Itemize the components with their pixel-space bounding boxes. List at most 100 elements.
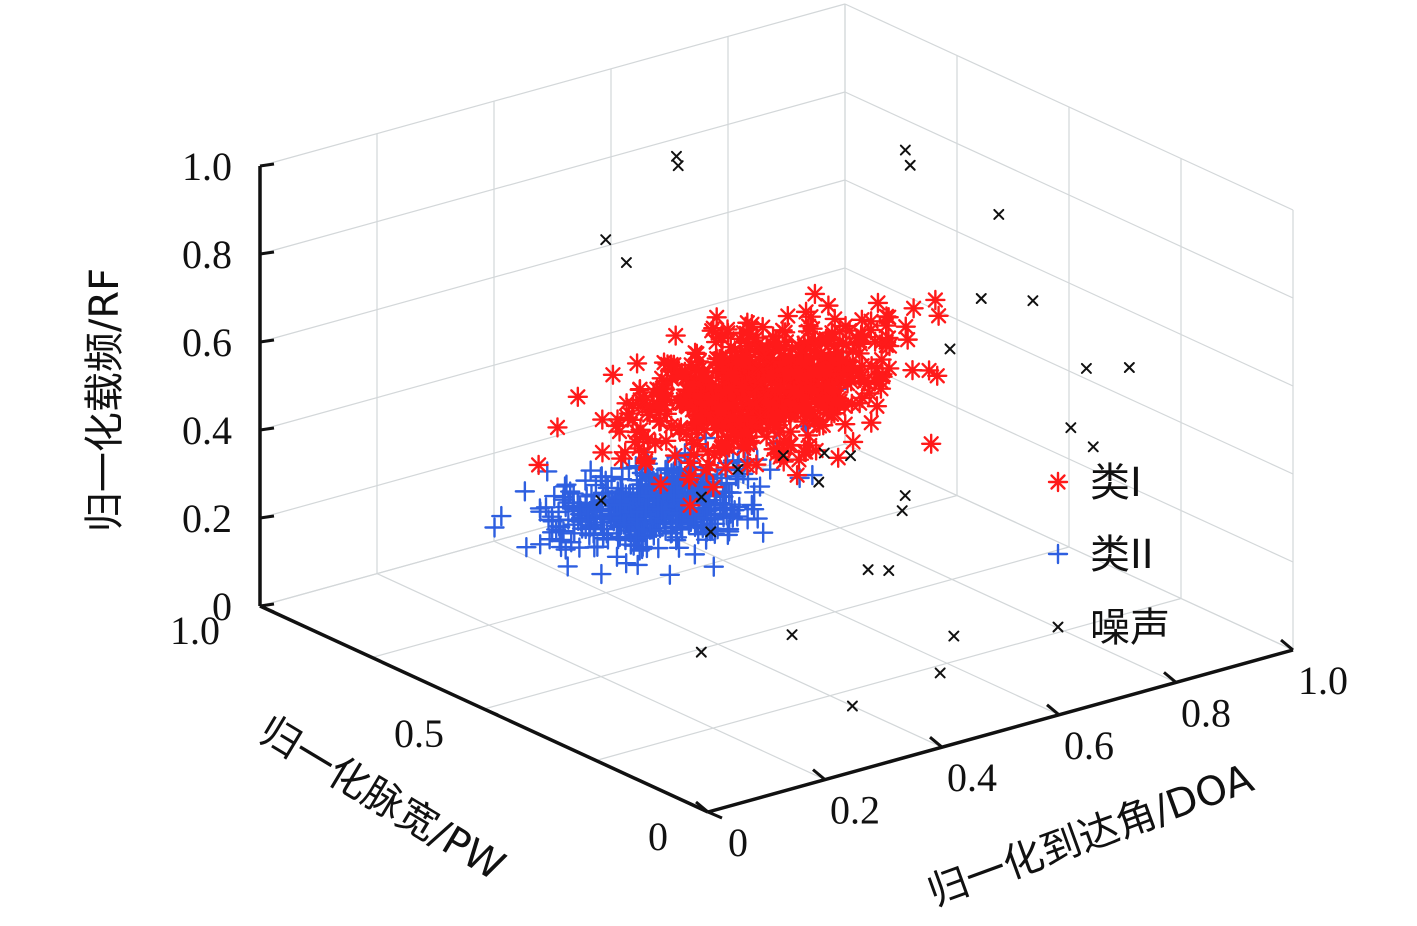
data-point	[743, 499, 765, 520]
data-points	[484, 144, 1135, 712]
data-point	[817, 329, 839, 350]
data-point	[614, 492, 635, 514]
data-point	[866, 396, 888, 417]
data-point	[993, 208, 1005, 220]
data-point	[555, 539, 576, 560]
data-point	[825, 392, 847, 414]
x-tick-label: 0.8	[1181, 690, 1231, 735]
data-point	[861, 412, 882, 433]
data-point	[802, 318, 823, 339]
grid-line	[844, 91, 1294, 299]
z-tick-label: 0	[212, 584, 232, 629]
data-point	[732, 348, 753, 370]
data-point	[627, 554, 648, 576]
data-point	[696, 459, 717, 481]
data-point	[687, 434, 708, 455]
data-point	[902, 359, 923, 381]
data-point	[811, 376, 833, 397]
data-point	[832, 349, 854, 370]
data-point	[928, 305, 949, 327]
data-point	[1123, 362, 1135, 373]
grid-line	[844, 179, 1294, 387]
data-point	[903, 298, 924, 319]
data-point	[777, 450, 789, 462]
data-point	[904, 159, 916, 171]
data-point	[804, 283, 826, 305]
z-tick-mark	[259, 250, 275, 256]
data-point	[1087, 441, 1099, 453]
data-point	[643, 382, 664, 403]
data-point	[703, 556, 724, 577]
data-point	[593, 518, 615, 540]
y-tick-label: 0.5	[394, 711, 444, 756]
legend-marker-glyph	[1047, 543, 1069, 565]
z-axis-title: 归一化载频/RF	[82, 268, 128, 532]
data-point	[745, 378, 766, 400]
data-point	[569, 537, 590, 558]
data-point	[736, 406, 758, 427]
data-point	[684, 544, 706, 565]
x-axis-line	[707, 648, 1294, 814]
data-point	[1080, 362, 1092, 374]
data-point	[617, 512, 638, 534]
data-point	[895, 316, 916, 337]
x-tick-mark	[1046, 703, 1060, 716]
legend-marker-glyph	[1052, 621, 1064, 633]
data-point	[795, 301, 817, 323]
data-point	[695, 646, 707, 658]
data-point	[760, 392, 781, 413]
data-point	[491, 505, 512, 527]
data-point	[542, 511, 563, 532]
data-point	[595, 470, 616, 492]
data-point	[610, 478, 631, 499]
data-point	[798, 393, 819, 414]
data-point	[660, 354, 682, 375]
data-point	[705, 331, 727, 353]
data-point	[564, 523, 585, 544]
data-point	[761, 364, 782, 385]
data-point	[948, 630, 960, 642]
data-point	[666, 506, 688, 527]
data-point	[715, 457, 736, 478]
data-point	[668, 537, 690, 558]
data-point	[733, 322, 754, 343]
data-point	[602, 364, 624, 385]
data-point	[860, 311, 882, 332]
grid-line	[844, 3, 1294, 211]
data-point	[663, 485, 685, 506]
legend-marker-x	[1052, 621, 1064, 633]
z-tick-label: 0.4	[182, 408, 232, 453]
data-point	[671, 362, 692, 384]
y-tick-mark	[483, 707, 499, 717]
data-point	[752, 522, 774, 543]
data-point	[664, 445, 686, 466]
legend-label-noise: 噪声	[1090, 605, 1170, 651]
data-point	[729, 496, 750, 518]
data-point	[622, 409, 643, 431]
data-point	[635, 450, 656, 471]
data-point	[1065, 422, 1077, 434]
data-point	[688, 523, 709, 545]
data-point	[703, 476, 724, 498]
data-point	[827, 447, 849, 468]
grid-line	[259, 267, 846, 431]
data-point	[695, 491, 707, 503]
data-point	[899, 144, 911, 156]
legend-marker-glyph	[1047, 471, 1069, 493]
data-point	[570, 498, 591, 520]
y-tick-mark	[707, 810, 723, 820]
data-point	[781, 339, 803, 360]
data-point	[944, 343, 956, 355]
tick-labels: 00.20.40.60.81.000.51.000.20.40.60.81.0	[170, 144, 1348, 865]
data-point	[555, 496, 576, 518]
data-point	[724, 420, 745, 442]
data-point	[615, 442, 636, 463]
data-point	[558, 509, 579, 530]
data-point	[591, 563, 612, 585]
legend-item-noise: 噪声	[1052, 605, 1170, 651]
data-point	[529, 534, 551, 555]
legend-label-class-2: 类II	[1090, 532, 1154, 578]
legend-item-class-2: 类II	[1047, 532, 1154, 578]
z-tick-label: 0.6	[182, 320, 232, 365]
data-point	[846, 700, 858, 712]
